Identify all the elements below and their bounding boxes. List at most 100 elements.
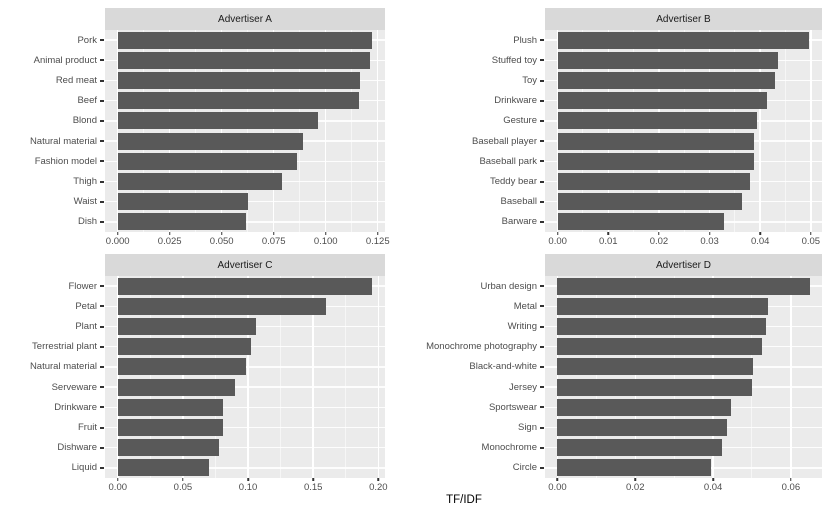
bar-pork	[117, 31, 373, 49]
x-axis-tick-label: 0.05	[173, 482, 193, 493]
bar-gesture	[557, 112, 758, 130]
y-axis-label-row: Red meat	[0, 70, 105, 90]
y-axis-labels: Plush Stuffed toy Toy Drinkware Gesture Baseb…	[395, 30, 545, 232]
y-axis-tick-mark	[100, 180, 104, 183]
x-axis-tick-mark	[708, 232, 711, 235]
y-axis-label-row: Baseball	[395, 192, 545, 212]
y-axis-label-natural-material: Natural material	[29, 135, 97, 147]
y-axis-label-thigh: Thigh	[73, 176, 97, 188]
bar-thigh	[117, 173, 282, 190]
gridline-major	[116, 30, 119, 232]
x-axis-tick-mark	[220, 232, 223, 235]
y-axis-label-row: Petal	[0, 296, 105, 316]
y-axis-label-row: Liquid	[0, 458, 105, 478]
gridline-minor	[345, 276, 347, 478]
y-axis-label-row: Fashion model	[0, 151, 105, 171]
y-axis-label-row: Baseball player	[395, 131, 545, 151]
y-axis-label-jersey: Jersey	[509, 381, 537, 393]
gridline-horizontal	[105, 446, 385, 449]
y-axis-label-row: Black-and-white	[395, 357, 545, 377]
gridline-minor	[673, 276, 675, 478]
x-axis: 0.000 0.025 0.050 0.075 0.100 0.125	[105, 232, 390, 248]
gridline-major	[117, 276, 119, 478]
facet-row-bottom: Advertiser C Flower Petal Plant Terrestrial …	[0, 254, 830, 494]
y-axis-tick-mark	[100, 345, 104, 348]
y-axis-label-serveware: Serveware	[51, 381, 97, 393]
y-axis-label-black-and-white: Black-and-white	[469, 361, 537, 373]
x-axis-tick-mark	[377, 478, 380, 481]
facet-strip-advertiser-d: Advertiser D	[545, 254, 822, 276]
bar-baseball-park	[557, 152, 755, 170]
y-axis-tick-mark	[540, 99, 544, 102]
facet-advertiser-d: Advertiser D Urban design Metal Writing Mono…	[395, 254, 822, 494]
gridline-horizontal	[105, 467, 385, 469]
gridline-major	[556, 276, 559, 478]
x-axis-title: TF/IDF	[446, 494, 482, 506]
y-axis-tick-mark	[100, 406, 104, 409]
y-axis-tick-mark	[100, 446, 104, 449]
y-axis-label-blond: Blond	[72, 115, 97, 127]
y-axis-label-drinkware: Drinkware	[54, 401, 97, 413]
y-axis-label-pork: Pork	[77, 34, 97, 46]
y-axis-tick-mark	[100, 79, 104, 82]
x-axis-tick-label: 0.00	[108, 482, 128, 493]
gridline-major	[712, 276, 714, 478]
x-axis-tick-mark	[247, 478, 249, 481]
y-axis-tick-mark	[540, 140, 544, 143]
x-axis-tick-mark	[658, 232, 660, 235]
gridline-major	[272, 30, 275, 232]
x-axis-tick-label: 0.06	[781, 482, 801, 493]
y-axis-label-row: Terrestrial plant	[0, 337, 105, 357]
y-axis-label-row: Blond	[0, 111, 105, 131]
y-axis-tick-mark	[540, 345, 544, 348]
x-axis-tick-mark	[712, 478, 714, 481]
y-axis-label-barware: Barware	[501, 216, 537, 228]
gridline-major	[810, 30, 812, 232]
y-axis-label-row: Dish	[0, 212, 105, 232]
y-axis-tick-mark	[540, 119, 544, 122]
bar-fashion-model	[117, 152, 298, 170]
x-axis-tick-mark	[810, 232, 812, 235]
gridline-minor	[299, 30, 301, 232]
y-axis-label-row: Plant	[0, 316, 105, 336]
y-axis-label-dish: Dish	[77, 216, 97, 228]
y-axis-tick-mark	[540, 79, 544, 82]
y-axis-label-row: Gesture	[395, 111, 545, 131]
bar-beef	[117, 92, 359, 110]
facet-advertiser-b: Advertiser B Plush Stuffed toy Toy Drinkware…	[395, 8, 822, 248]
y-axis-tick-mark	[100, 200, 104, 203]
gridline-major	[607, 30, 610, 232]
panel-row: Flower Petal Plant Terrestrial plant Natural…	[0, 276, 395, 478]
panel-row: Plush Stuffed toy Toy Drinkware Gesture Baseb…	[395, 30, 822, 232]
facet-strip-advertiser-c: Advertiser C	[105, 254, 385, 276]
y-axis-label-row: Plush	[395, 30, 545, 50]
gridline-major	[708, 30, 711, 232]
x-axis-tick-label: 0.02	[626, 482, 645, 493]
x-axis-tick-mark	[607, 232, 610, 235]
y-axis-label-baseball: Baseball	[500, 196, 537, 208]
plot-panel-advertiser-c	[105, 276, 385, 478]
y-axis-tick-mark	[100, 39, 104, 42]
bar-petal	[117, 297, 326, 315]
y-axis-tick-mark	[540, 305, 544, 308]
gridline-major	[168, 30, 171, 232]
y-axis-tick-mark	[540, 386, 544, 389]
y-axis-label-row: Teddy bear	[395, 171, 545, 191]
facet-advertiser-a: Advertiser A Pork Animal product Red meat Be…	[0, 8, 395, 248]
gridline-minor	[633, 30, 635, 232]
y-axis-tick-mark	[100, 365, 104, 368]
y-axis-tick-mark	[100, 59, 104, 62]
y-axis-label-row: Jersey	[395, 377, 545, 397]
gridline-minor	[143, 30, 145, 232]
y-axis-label-row: Natural material	[0, 131, 105, 151]
x-axis-tick-label: 0.15	[303, 482, 323, 493]
bar-drinkware	[557, 92, 768, 110]
x-axis-tick-mark	[182, 478, 184, 481]
y-axis-label-plush: Plush	[513, 34, 537, 46]
x-axis: 0.00 0.05 0.10 0.15 0.20	[105, 478, 388, 494]
y-axis-tick-mark	[540, 180, 544, 183]
y-axis-tick-mark	[100, 119, 104, 122]
x-axis-tick-label: 0.02	[649, 236, 669, 247]
x-axis-tick-mark	[168, 232, 171, 235]
